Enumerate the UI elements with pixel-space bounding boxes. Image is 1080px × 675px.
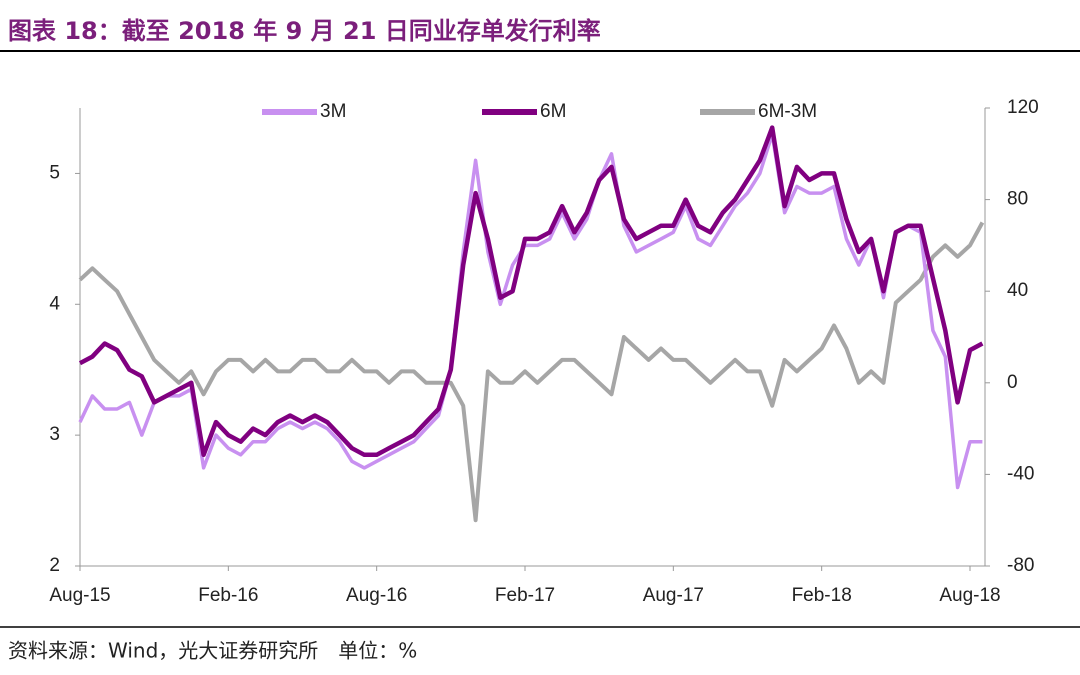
source: 资料来源：Wind，光大证券研究所 单位：% [8,639,417,663]
legend-label: 6M-3M [758,101,817,122]
chart-title: 图表 18：截至 2018 年 9 月 21 日同业存单发行利率 [8,17,601,45]
x-tick-label: Aug-16 [346,585,407,606]
x-tick-label: Feb-17 [495,585,555,606]
y-tick-label: 5 [49,162,60,183]
y2-tick-label: -40 [1007,463,1034,484]
legend-label: 6M [540,101,566,122]
legend-label: 3M [320,101,346,122]
x-tick-label: Aug-17 [643,585,704,606]
y-tick-label: 3 [49,424,60,445]
y2-tick-label: 0 [1007,372,1018,393]
series-line [78,221,985,523]
series-line [78,125,984,458]
x-tick-label: Feb-16 [198,585,258,606]
y2-tick-label: 80 [1007,189,1028,210]
series-line [78,132,983,490]
y2-tick-label: 40 [1007,280,1028,301]
y-tick-label: 2 [49,555,60,576]
x-tick-label: Feb-18 [792,585,852,606]
y2-tick-label: 120 [1007,97,1039,118]
y2-tick-label: -80 [1007,555,1034,576]
x-tick-label: Aug-15 [49,585,110,606]
x-tick-label: Aug-18 [939,585,1000,606]
y-tick-label: 4 [49,293,60,314]
